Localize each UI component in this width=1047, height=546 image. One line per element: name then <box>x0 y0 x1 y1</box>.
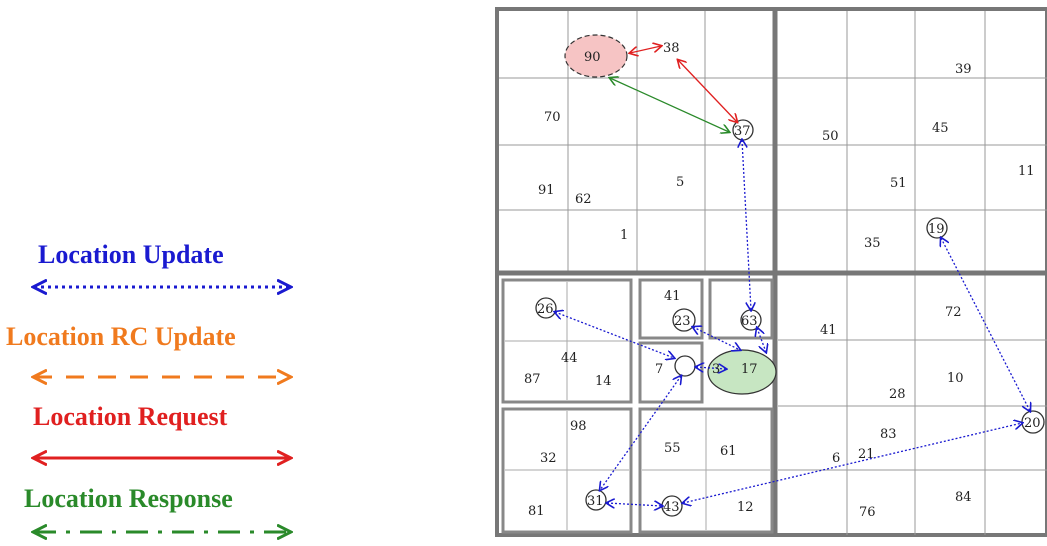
node-label: 45 <box>932 121 949 136</box>
node-label: 37 <box>734 124 751 139</box>
update-arrow-3-31 <box>600 376 681 490</box>
node-label: 38 <box>663 41 680 56</box>
update-arrow-63-17 <box>757 328 766 352</box>
node-label: 63 <box>741 314 758 329</box>
node-label: 41 <box>820 323 837 338</box>
node-label: 72 <box>945 305 962 320</box>
node-label: 41 <box>664 289 681 304</box>
legend-label-location-update: Location Update <box>38 240 224 269</box>
node-label: 61 <box>720 444 737 459</box>
node-label: 98 <box>570 419 587 434</box>
update-arrow-19-20 <box>941 238 1030 411</box>
highlight-node-90 <box>564 34 628 78</box>
node-label: 14 <box>595 374 612 389</box>
connection-arrows <box>555 46 1030 506</box>
node-label: 17 <box>741 362 758 377</box>
node-label: 21 <box>858 447 875 462</box>
node-label: 84 <box>955 490 972 505</box>
response-arrow-90-37 <box>610 78 729 132</box>
node-label: 50 <box>822 129 839 144</box>
node-label: 19 <box>928 222 945 237</box>
node-label: 1 <box>620 228 628 243</box>
update-arrow-37-63 <box>742 140 751 310</box>
node-label: 5 <box>676 175 684 190</box>
node-label: 26 <box>537 302 554 317</box>
node-label: 23 <box>674 314 691 329</box>
legend-label-location-response: Location Response <box>24 484 233 513</box>
node-label: 83 <box>880 427 897 442</box>
node-label: 35 <box>864 236 881 251</box>
node-circle-19 <box>926 217 948 239</box>
node-label: 20 <box>1024 416 1041 431</box>
node-label: 39 <box>955 62 972 77</box>
node-label: 3 <box>712 362 720 377</box>
node-label: 76 <box>859 505 876 520</box>
update-arrow-31-43 <box>607 503 662 506</box>
node-circle-26 <box>535 297 557 319</box>
grid <box>495 7 1047 537</box>
node-label: 70 <box>544 110 561 125</box>
legend-label-location-rc-update: Location RC Update <box>6 322 236 351</box>
node-label: 12 <box>737 500 754 515</box>
node-label: 91 <box>538 183 555 198</box>
node-label: 90 <box>584 50 601 65</box>
node-numbers: 90 38 39 70 37 50 45 91 62 5 51 11 1 19 … <box>524 41 1041 520</box>
node-label: 31 <box>587 494 604 509</box>
node-label: 43 <box>663 500 680 515</box>
update-arrow-23-17 <box>693 327 740 350</box>
node-label: 55 <box>664 441 681 456</box>
node-label: 11 <box>1018 164 1035 179</box>
node-label: 7 <box>655 362 663 377</box>
node-label: 6 <box>832 451 840 466</box>
legend-label-location-request: Location Request <box>33 402 228 431</box>
node-label: 28 <box>889 387 906 402</box>
update-arrow-3-17 <box>696 367 726 369</box>
update-arrow-26-3 <box>555 312 674 358</box>
node-label: 81 <box>528 504 545 519</box>
node-label: 87 <box>524 372 541 387</box>
request-arrow-90-38 <box>630 46 661 53</box>
node-label: 62 <box>575 192 592 207</box>
node-label: 51 <box>890 176 907 191</box>
node-label: 10 <box>947 371 964 386</box>
node-label: 44 <box>561 351 578 366</box>
node-label: 32 <box>540 451 557 466</box>
